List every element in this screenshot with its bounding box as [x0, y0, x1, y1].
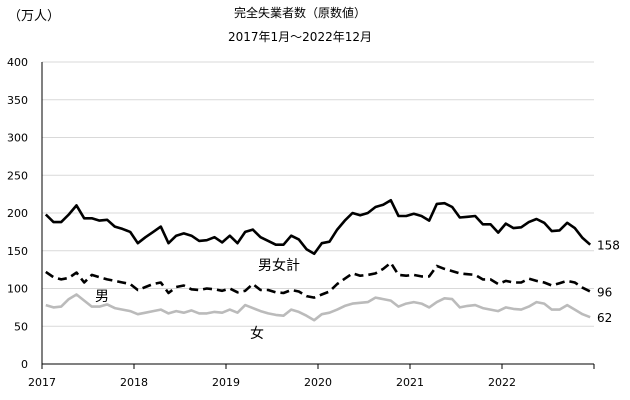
y-tick-label: 250	[7, 169, 28, 182]
y-tick-label: 400	[7, 56, 28, 69]
series-line-0	[44, 198, 592, 256]
y-tick-label: 150	[7, 245, 28, 258]
x-tick-label: 2022	[488, 376, 516, 389]
series-lines	[44, 198, 592, 322]
y-tick-label: 350	[7, 94, 28, 107]
series-annotation-male: 男	[95, 289, 109, 305]
y-tick-label: 0	[21, 358, 28, 371]
x-tick-label: 2019	[212, 376, 240, 389]
series-annotation-female: 女	[250, 325, 264, 342]
grid-lines	[42, 61, 594, 327]
y-tick-label: 50	[14, 320, 28, 333]
x-tick-label: 2021	[396, 376, 424, 389]
end-label-2: 62	[597, 311, 612, 325]
y-axis-label: （万人）	[8, 9, 60, 24]
axes	[41, 62, 595, 369]
y-tick-labels: 0 50 100 150 200 250 300 350 400	[7, 56, 28, 371]
x-tick-labels: 2017 2018 2019 2020 2021 2022	[28, 376, 516, 389]
y-tick-label: 200	[7, 207, 28, 220]
x-tick-label: 2017	[28, 376, 56, 389]
series-annotation-total: 男女計	[258, 257, 300, 274]
x-tick-label: 2020	[304, 376, 332, 389]
x-tick-label: 2018	[120, 376, 148, 389]
chart-title: 完全失業者数（原数値）	[234, 5, 366, 20]
series-line-2	[45, 293, 591, 322]
end-label-0: 158	[597, 239, 620, 253]
end-value-labels: 158 96 62	[597, 239, 620, 325]
series-line-1	[45, 261, 591, 299]
y-tick-label: 300	[7, 132, 28, 145]
y-tick-label: 100	[7, 283, 28, 296]
end-label-1: 96	[597, 286, 612, 300]
chart-subtitle: 2017年1月～2022年12月	[228, 30, 372, 44]
